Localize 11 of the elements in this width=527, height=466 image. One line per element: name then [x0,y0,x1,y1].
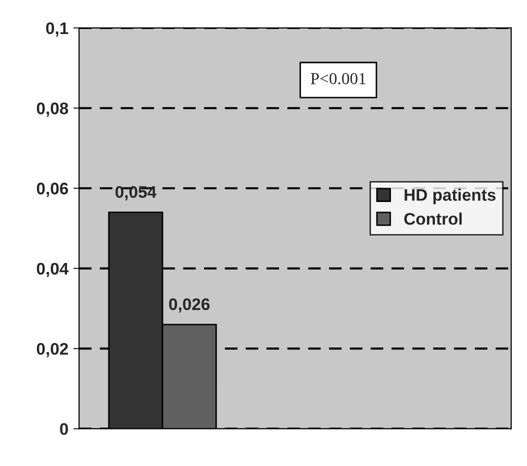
legend-label: HD patients [404,188,496,204]
y-tick-label: 0,02 [36,342,68,358]
y-tick-label: 0 [60,423,68,435]
y-tick-label: 0,04 [36,262,69,278]
annotation: P<0.001 [310,72,366,84]
data-label: 0,026 [169,298,210,313]
y-tick-label: 0,1 [46,22,68,37]
data-label: 0,054 [115,186,156,200]
y-tick-label: 0,06 [36,182,68,197]
y-tick-label: 0,08 [36,102,68,117]
legend-label: Control [404,212,462,225]
